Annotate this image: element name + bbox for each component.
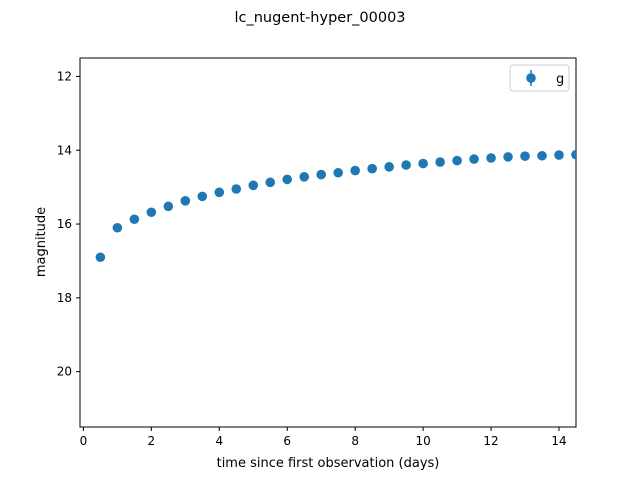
y-axis: 12 14 16 18 20 bbox=[57, 69, 80, 379]
data-point bbox=[452, 155, 462, 166]
data-point bbox=[163, 201, 174, 212]
legend: g bbox=[509, 64, 570, 92]
legend-frame bbox=[509, 64, 570, 92]
data-point bbox=[503, 152, 513, 162]
x-tick-label: 8 bbox=[351, 434, 359, 448]
plot-area-frame bbox=[79, 57, 577, 428]
data-point bbox=[486, 153, 496, 163]
data-point bbox=[537, 150, 547, 161]
data-point bbox=[95, 252, 106, 263]
data-point bbox=[520, 151, 530, 161]
data-point bbox=[180, 196, 191, 206]
data-point bbox=[435, 157, 445, 167]
data-point bbox=[469, 154, 479, 164]
data-point bbox=[112, 222, 123, 233]
x-tick-label: 0 bbox=[80, 434, 88, 448]
data-point bbox=[316, 169, 327, 180]
data-point bbox=[197, 191, 208, 202]
chart-title: lc_nugent-hyper_00003 bbox=[234, 10, 405, 26]
data-point bbox=[299, 172, 310, 182]
x-tick-label: 6 bbox=[283, 434, 291, 448]
data-point bbox=[350, 165, 360, 176]
x-tick-label: 10 bbox=[415, 434, 430, 448]
data-point bbox=[384, 162, 394, 172]
y-tick-label: 16 bbox=[57, 217, 72, 231]
legend-label: g bbox=[556, 72, 564, 87]
data-point bbox=[401, 160, 411, 170]
x-tick-label: 12 bbox=[483, 434, 498, 448]
data-point bbox=[333, 167, 343, 178]
y-tick-label: 20 bbox=[57, 365, 72, 379]
x-tick-label: 2 bbox=[148, 434, 156, 448]
x-axis: 0 2 4 6 8 10 12 14 bbox=[80, 427, 567, 448]
data-point bbox=[129, 214, 140, 225]
data-point bbox=[248, 180, 259, 191]
x-axis-label: time since first observation (days) bbox=[217, 456, 440, 471]
data-point bbox=[214, 187, 225, 198]
y-tick-label: 12 bbox=[57, 69, 72, 83]
data-point bbox=[265, 177, 276, 188]
data-point bbox=[571, 149, 576, 160]
data-point bbox=[146, 207, 157, 218]
data-point bbox=[282, 174, 293, 185]
x-tick-label: 14 bbox=[551, 434, 566, 448]
y-tick-label: 18 bbox=[57, 291, 72, 305]
x-tick-label: 4 bbox=[215, 434, 223, 448]
data-point bbox=[418, 158, 428, 169]
data-points bbox=[95, 149, 576, 263]
data-point bbox=[554, 150, 564, 160]
y-axis-label: magnitude bbox=[34, 207, 49, 277]
data-point bbox=[231, 184, 242, 194]
legend-marker bbox=[526, 73, 536, 83]
y-tick-label: 14 bbox=[57, 143, 72, 157]
data-point bbox=[367, 163, 377, 174]
